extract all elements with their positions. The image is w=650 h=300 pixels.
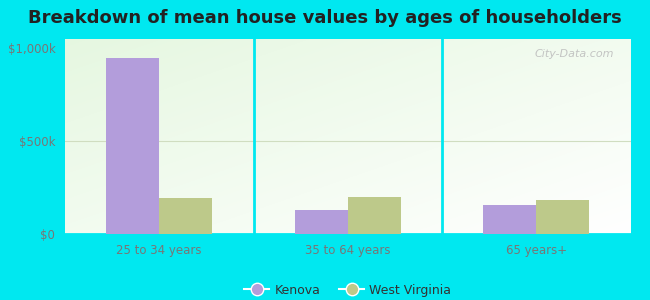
Bar bbox=[107, 58, 159, 234]
Text: Breakdown of mean house values by ages of householders: Breakdown of mean house values by ages o… bbox=[28, 9, 622, 27]
Bar bbox=[295, 210, 348, 234]
Legend: Kenova, West Virginia: Kenova, West Virginia bbox=[239, 279, 456, 300]
Bar bbox=[536, 200, 589, 234]
Bar bbox=[484, 205, 536, 234]
Text: City-Data.com: City-Data.com bbox=[534, 49, 614, 59]
Bar bbox=[348, 197, 400, 234]
Bar bbox=[159, 198, 212, 234]
